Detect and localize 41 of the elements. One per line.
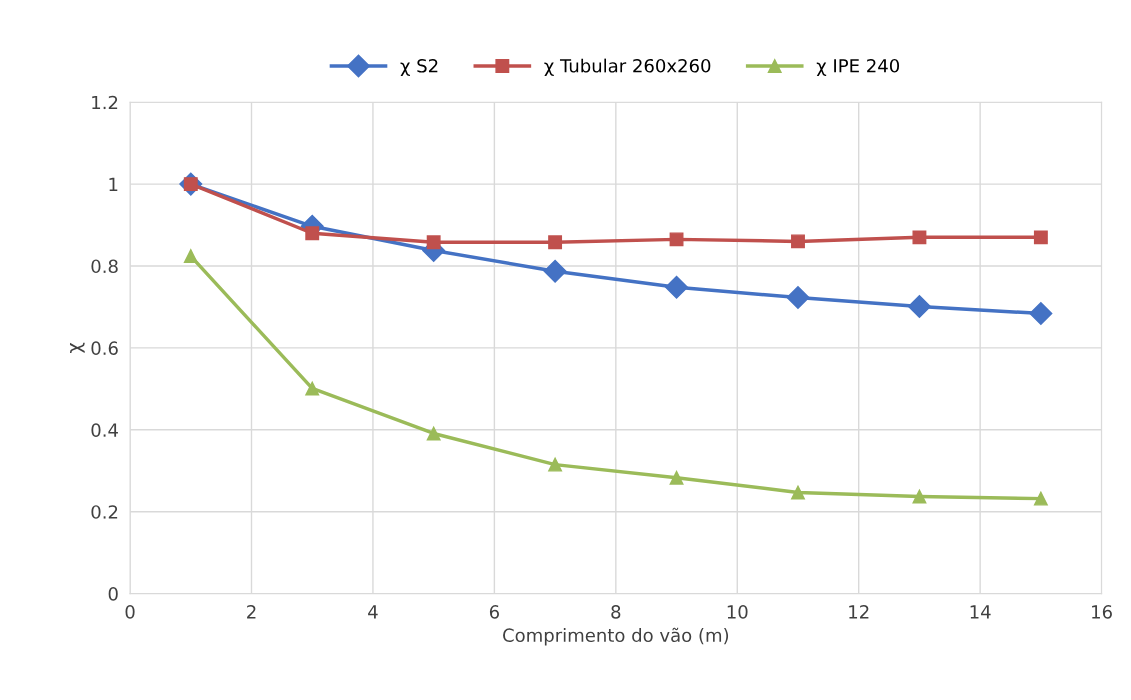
point	[548, 457, 563, 472]
point	[183, 249, 198, 264]
point	[791, 485, 805, 500]
point	[1029, 302, 1053, 325]
x-tick-label: 16	[1092, 605, 1112, 619]
legend-label: χ IPE 240	[816, 58, 900, 77]
y-tick-label: 1.2	[92, 95, 118, 110]
point	[426, 235, 441, 250]
point	[1033, 230, 1048, 245]
x-tick-label: 0	[125, 605, 135, 619]
point	[305, 226, 320, 241]
x-tick-label: 10	[727, 605, 748, 619]
y-tick-label: 0	[108, 587, 118, 601]
x-tick-label: 4	[368, 605, 378, 619]
point	[669, 470, 684, 485]
point	[912, 230, 927, 245]
point	[543, 259, 567, 283]
point	[665, 275, 689, 299]
point	[548, 235, 563, 250]
point	[305, 381, 320, 396]
x-tick-label: 12	[849, 605, 869, 619]
point	[426, 426, 441, 441]
x-axis-title: Comprimento do vão (m)	[503, 627, 729, 646]
y-tick-label: 0.8	[91, 259, 118, 274]
x-tick-label: 14	[970, 605, 991, 619]
legend-label: χ S2	[400, 58, 438, 77]
x-tick-label: 8	[611, 605, 621, 619]
point	[791, 234, 805, 249]
legend-label: χ Tubular 260x260	[544, 58, 711, 77]
point	[907, 295, 931, 319]
y-tick-label: 0.4	[91, 423, 118, 437]
y-axis-title: χ	[69, 342, 85, 353]
point	[786, 286, 810, 310]
y-tick-label: 0.6	[91, 341, 118, 356]
point	[1033, 491, 1048, 506]
y-tick-label: 1	[109, 177, 118, 191]
x-tick-label: 6	[489, 605, 499, 619]
x-tick-label: 2	[247, 605, 256, 619]
point	[912, 489, 927, 504]
y-tick-label: 0.2	[91, 505, 118, 519]
point	[669, 232, 684, 247]
